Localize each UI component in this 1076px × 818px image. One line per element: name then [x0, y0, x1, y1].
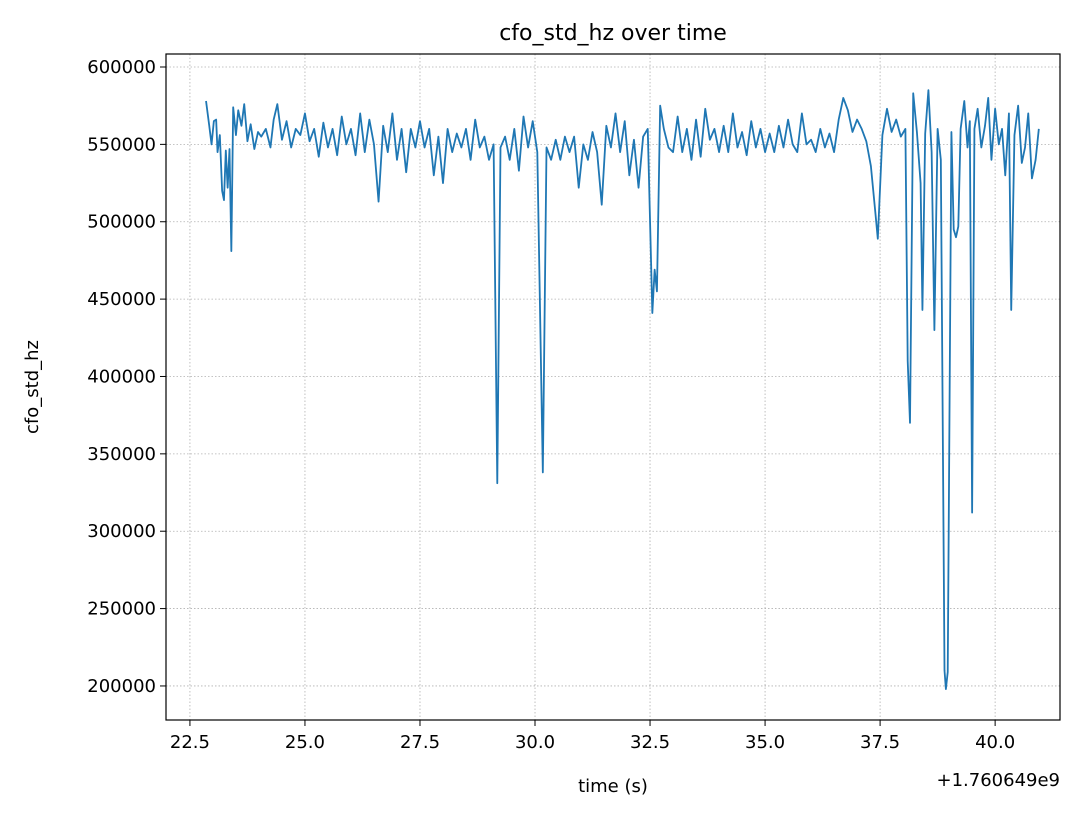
- x-tick-label: 35.0: [745, 732, 785, 753]
- x-tick-label: 37.5: [860, 732, 900, 753]
- x-tick-label: 25.0: [285, 732, 325, 753]
- x-axis-label: time (s): [578, 776, 648, 797]
- x-offset-label: +1.760649e9: [937, 770, 1061, 791]
- x-tick-label: 22.5: [170, 732, 210, 753]
- y-tick-label: 450000: [87, 289, 156, 310]
- y-tick-label: 500000: [87, 212, 156, 233]
- y-tick-label: 350000: [87, 444, 156, 465]
- y-tick-label: 550000: [87, 134, 156, 155]
- y-tick-label: 300000: [87, 521, 156, 542]
- axes-frame: [165, 53, 1061, 721]
- y-tick-label: 250000: [87, 599, 156, 620]
- y-tick-label: 400000: [87, 366, 156, 387]
- y-tick-label: 200000: [87, 676, 156, 697]
- data-line: [205, 89, 1040, 690]
- x-tick-label: 27.5: [400, 732, 440, 753]
- x-tick-label: 30.0: [515, 732, 555, 753]
- y-tick-label: 600000: [87, 57, 156, 78]
- x-tick-label: 32.5: [630, 732, 670, 753]
- y-axis-label: cfo_std_hz: [22, 340, 43, 434]
- chart-title: cfo_std_hz over time: [499, 21, 727, 46]
- x-tick-label: 40.0: [975, 732, 1015, 753]
